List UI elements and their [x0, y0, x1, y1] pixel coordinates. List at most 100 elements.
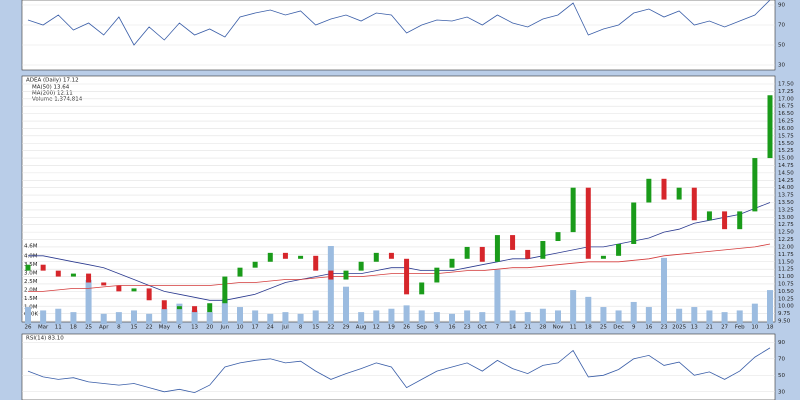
- y-tick-label: 9.75: [778, 311, 791, 317]
- y-tick-label: 4.6M: [24, 244, 38, 250]
- volume-bar: [191, 310, 198, 324]
- candle: [25, 264, 31, 271]
- x-tick-label: 19: [388, 325, 395, 331]
- x-tick-label: 21: [706, 325, 713, 331]
- volume-bar: [358, 312, 365, 324]
- volume-bar: [237, 307, 243, 324]
- legend-entry: MA(200) 12.11: [32, 91, 73, 97]
- candle: [631, 202, 637, 244]
- candle: [176, 306, 182, 310]
- volume-bar: [25, 307, 31, 324]
- x-tick-label: 12: [373, 325, 380, 331]
- x-tick-label: 17: [252, 325, 259, 331]
- volume-bar: [343, 286, 349, 324]
- y-tick-label: 16.50: [778, 111, 794, 117]
- volume-bar: [161, 308, 168, 324]
- candle: [525, 249, 531, 259]
- indicator-line: [27, 0, 771, 46]
- volume-bar: [721, 312, 728, 324]
- candle: [494, 235, 500, 262]
- volume-bar: [509, 310, 516, 324]
- volume-bar: [615, 310, 622, 324]
- rsi-panel: [21, 333, 776, 400]
- candle: [70, 273, 76, 277]
- y-tick-label: 17.00: [778, 96, 794, 102]
- y-tick-label: 12.25: [778, 237, 794, 243]
- y-tick-label: 15.00: [778, 156, 794, 162]
- x-tick-label: 11: [570, 325, 577, 331]
- y-tick-label: 70: [778, 23, 785, 29]
- candle: [661, 178, 667, 200]
- volume-bar: [767, 290, 773, 324]
- moving-average: [28, 202, 771, 301]
- volume-bar: [585, 296, 592, 324]
- y-tick-label: 2.5M: [24, 279, 38, 285]
- candle: [419, 282, 425, 295]
- x-tick-label: Mar: [38, 325, 49, 331]
- y-tick-label: 3.5M: [24, 262, 38, 268]
- y-tick-label: 12.50: [778, 230, 794, 236]
- x-tick-label: 24: [267, 325, 274, 331]
- volume-bar: [85, 279, 92, 324]
- y-tick-label: 14.75: [778, 163, 794, 169]
- x-tick-label: 2025: [672, 325, 686, 331]
- volume-bar: [206, 312, 213, 324]
- x-tick-label: 22: [146, 325, 153, 331]
- x-tick-label: 18: [585, 325, 592, 331]
- volume-bar: [403, 305, 410, 324]
- y-tick-label: 10.50: [778, 289, 794, 295]
- x-tick-label: 8: [299, 325, 303, 331]
- candle: [373, 252, 379, 262]
- candle: [616, 243, 622, 256]
- candle: [691, 187, 697, 221]
- volume-bar: [645, 307, 652, 324]
- y-tick-label: 70: [778, 356, 785, 362]
- y-tick-label: 11.75: [778, 252, 794, 258]
- candle: [282, 252, 288, 259]
- volume-bar: [131, 310, 137, 324]
- x-tick-label: Sep: [417, 325, 428, 331]
- volume-bar: [676, 308, 683, 324]
- y-tick-label: 9.50: [778, 319, 791, 325]
- candle: [358, 261, 364, 271]
- y-tick-label: 17.50: [778, 82, 794, 88]
- volume-bar: [388, 308, 395, 324]
- volume-bar: [40, 310, 47, 324]
- x-tick-label: 23: [661, 325, 668, 331]
- y-tick-label: 10.25: [778, 296, 794, 302]
- volume-bar: [494, 269, 501, 324]
- y-tick-label: 90: [778, 3, 785, 9]
- x-tick-label: 13: [191, 325, 198, 331]
- volume-bar: [100, 313, 107, 324]
- moving-average: [28, 243, 771, 292]
- y-tick-label: 15.50: [778, 141, 794, 147]
- candle: [328, 270, 334, 280]
- y-tick-label: 4.0M: [24, 254, 38, 260]
- candle: [343, 270, 349, 280]
- candle: [600, 255, 606, 259]
- volume-bar: [70, 312, 77, 324]
- price-title: ADEA (Daily) 17.12: [26, 78, 79, 84]
- x-tick-label: 25: [600, 325, 607, 331]
- candle: [40, 264, 46, 271]
- y-tick-label: 11.50: [778, 259, 794, 265]
- y-tick-label: 600K: [24, 311, 38, 317]
- candle: [646, 178, 652, 203]
- y-tick-label: 17.25: [778, 89, 794, 95]
- x-tick-label: 9: [632, 325, 636, 331]
- x-tick-label: 16: [645, 325, 652, 331]
- x-tick-label: 27: [721, 325, 728, 331]
- y-tick-label: 50: [778, 373, 785, 379]
- candle: [192, 306, 198, 313]
- x-tick-label: 14: [509, 325, 516, 331]
- y-tick-label: 11.00: [778, 274, 794, 280]
- candle: [676, 187, 682, 200]
- candle: [388, 252, 394, 259]
- volume-bar: [146, 313, 153, 324]
- candle: [222, 276, 228, 304]
- volume-bar: [464, 310, 471, 324]
- y-tick-label: 13.75: [778, 193, 794, 199]
- candle: [237, 267, 243, 277]
- candle: [252, 261, 258, 268]
- volume-bar: [252, 310, 259, 324]
